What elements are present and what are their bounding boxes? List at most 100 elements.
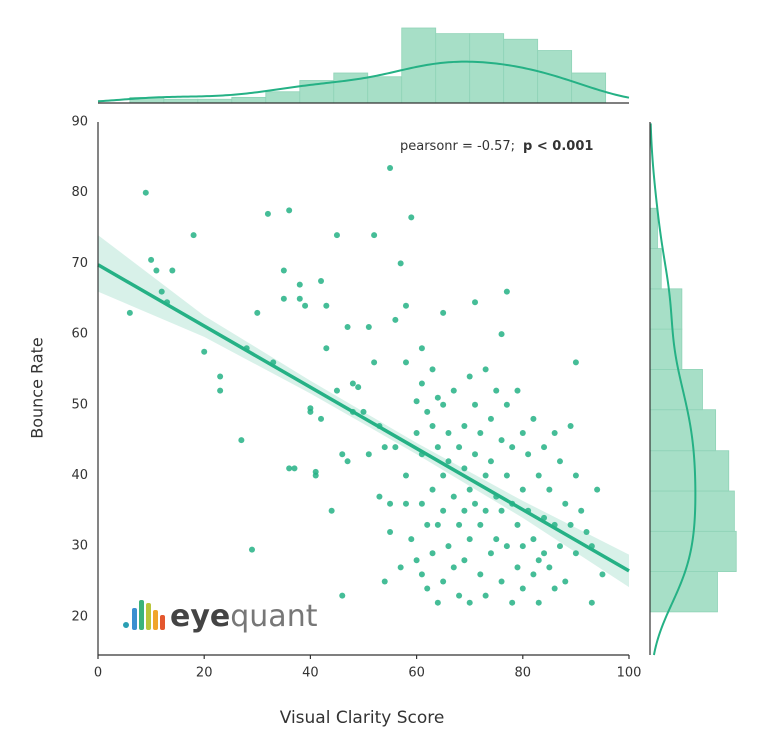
scatter-point bbox=[217, 373, 224, 380]
scatter-point bbox=[349, 380, 356, 387]
y-tick-label: 60 bbox=[71, 327, 88, 342]
scatter-point bbox=[477, 430, 484, 437]
scatter-point bbox=[445, 458, 452, 465]
scatter-point bbox=[487, 458, 494, 465]
scatter-point bbox=[546, 564, 553, 571]
scatter-point bbox=[355, 384, 362, 391]
scatter-point bbox=[418, 571, 425, 578]
scatter-point bbox=[578, 507, 585, 514]
scatter-point bbox=[498, 331, 505, 338]
scatter-point bbox=[286, 465, 293, 472]
plot: 0 20 40 60 80 100 20 30 40 50 60 70 80 90 bbox=[71, 27, 737, 681]
y-tick-label: 20 bbox=[71, 609, 88, 624]
x-tick-label: 100 bbox=[617, 666, 642, 681]
scatter-point bbox=[323, 302, 330, 309]
y-tick-label: 90 bbox=[71, 115, 88, 130]
histogram-bar bbox=[649, 450, 730, 492]
scatter-point bbox=[418, 345, 425, 352]
scatter-point bbox=[408, 214, 415, 221]
scatter-point bbox=[572, 472, 579, 479]
scatter-point bbox=[248, 546, 255, 553]
scatter-point bbox=[402, 302, 409, 309]
scatter-point bbox=[535, 557, 542, 564]
scatter-point bbox=[461, 465, 468, 472]
scatter-point bbox=[541, 550, 548, 557]
scatter-point bbox=[360, 408, 367, 415]
scatter-point bbox=[466, 599, 473, 606]
scatter-point bbox=[302, 302, 309, 309]
scatter-point bbox=[402, 359, 409, 366]
scatter-point bbox=[312, 472, 319, 479]
scatter-point bbox=[556, 458, 563, 465]
y-tick-label: 30 bbox=[71, 539, 88, 554]
scatter-point bbox=[498, 507, 505, 514]
scatter-point bbox=[429, 550, 436, 557]
scatter-point bbox=[126, 309, 133, 316]
scatter-point bbox=[450, 493, 457, 500]
scatter-point bbox=[142, 189, 149, 196]
scatter-point bbox=[387, 164, 394, 171]
scatter-point bbox=[418, 380, 425, 387]
scatter-point bbox=[556, 543, 563, 550]
scatter-point bbox=[434, 521, 441, 528]
logo-text: eyequant bbox=[170, 599, 318, 634]
y-tick-label: 70 bbox=[71, 256, 88, 271]
scatter-point bbox=[572, 359, 579, 366]
scatter-point bbox=[472, 451, 479, 458]
scatter-point bbox=[434, 599, 441, 606]
scatter-point bbox=[376, 493, 383, 500]
annotation: pearsonr = -0.57; p < 0.001 bbox=[400, 139, 593, 154]
scatter-point bbox=[445, 543, 452, 550]
scatter-point bbox=[466, 536, 473, 543]
logo: eyequant bbox=[123, 599, 318, 634]
logo-bar bbox=[139, 600, 144, 630]
scatter-point bbox=[254, 309, 261, 316]
scatter-point bbox=[333, 387, 340, 394]
scatter-point bbox=[541, 444, 548, 451]
scatter-point bbox=[381, 444, 388, 451]
x-tick-label: 20 bbox=[196, 666, 213, 681]
scatter-point bbox=[365, 324, 372, 330]
scatter-point bbox=[498, 578, 505, 585]
scatter-point bbox=[450, 387, 457, 394]
scatter-point bbox=[583, 529, 590, 535]
scatter-point bbox=[503, 288, 510, 295]
scatter-point bbox=[472, 500, 479, 507]
scatter-point bbox=[567, 521, 574, 528]
scatter-point bbox=[594, 486, 601, 493]
scatter-point bbox=[440, 472, 447, 479]
histogram-bar bbox=[571, 72, 607, 104]
scatter-point bbox=[291, 465, 298, 472]
scatter-point bbox=[546, 486, 553, 493]
scatter-point bbox=[280, 267, 287, 274]
histogram-bar bbox=[649, 369, 703, 411]
scatter-point bbox=[450, 564, 457, 571]
y-tick-label: 40 bbox=[71, 468, 88, 483]
scatter-point bbox=[296, 281, 303, 288]
scatter-point bbox=[429, 422, 436, 429]
scatter-point bbox=[551, 585, 558, 592]
scatter-point bbox=[148, 256, 155, 263]
histogram-bar bbox=[649, 288, 683, 330]
scatter-point bbox=[190, 232, 197, 239]
scatter-point bbox=[153, 267, 160, 274]
scatter-point bbox=[418, 500, 425, 507]
histogram-bar bbox=[469, 33, 505, 104]
scatter-point bbox=[424, 585, 431, 592]
scatter-point bbox=[530, 415, 537, 422]
annotation-p: p < 0.001 bbox=[523, 139, 593, 154]
scatter-point bbox=[588, 599, 595, 606]
scatter-point bbox=[402, 500, 409, 507]
histogram-bar bbox=[649, 490, 735, 532]
logo-bar bbox=[132, 608, 137, 630]
scatter-point bbox=[440, 507, 447, 514]
histogram-bar bbox=[367, 76, 403, 104]
scatter-point bbox=[408, 536, 415, 543]
scatter-point bbox=[509, 599, 516, 606]
scatter-point bbox=[503, 543, 510, 550]
scatter-point bbox=[434, 394, 441, 401]
scatter-point bbox=[482, 592, 489, 599]
scatter-point bbox=[487, 415, 494, 422]
scatter-point bbox=[493, 387, 500, 394]
